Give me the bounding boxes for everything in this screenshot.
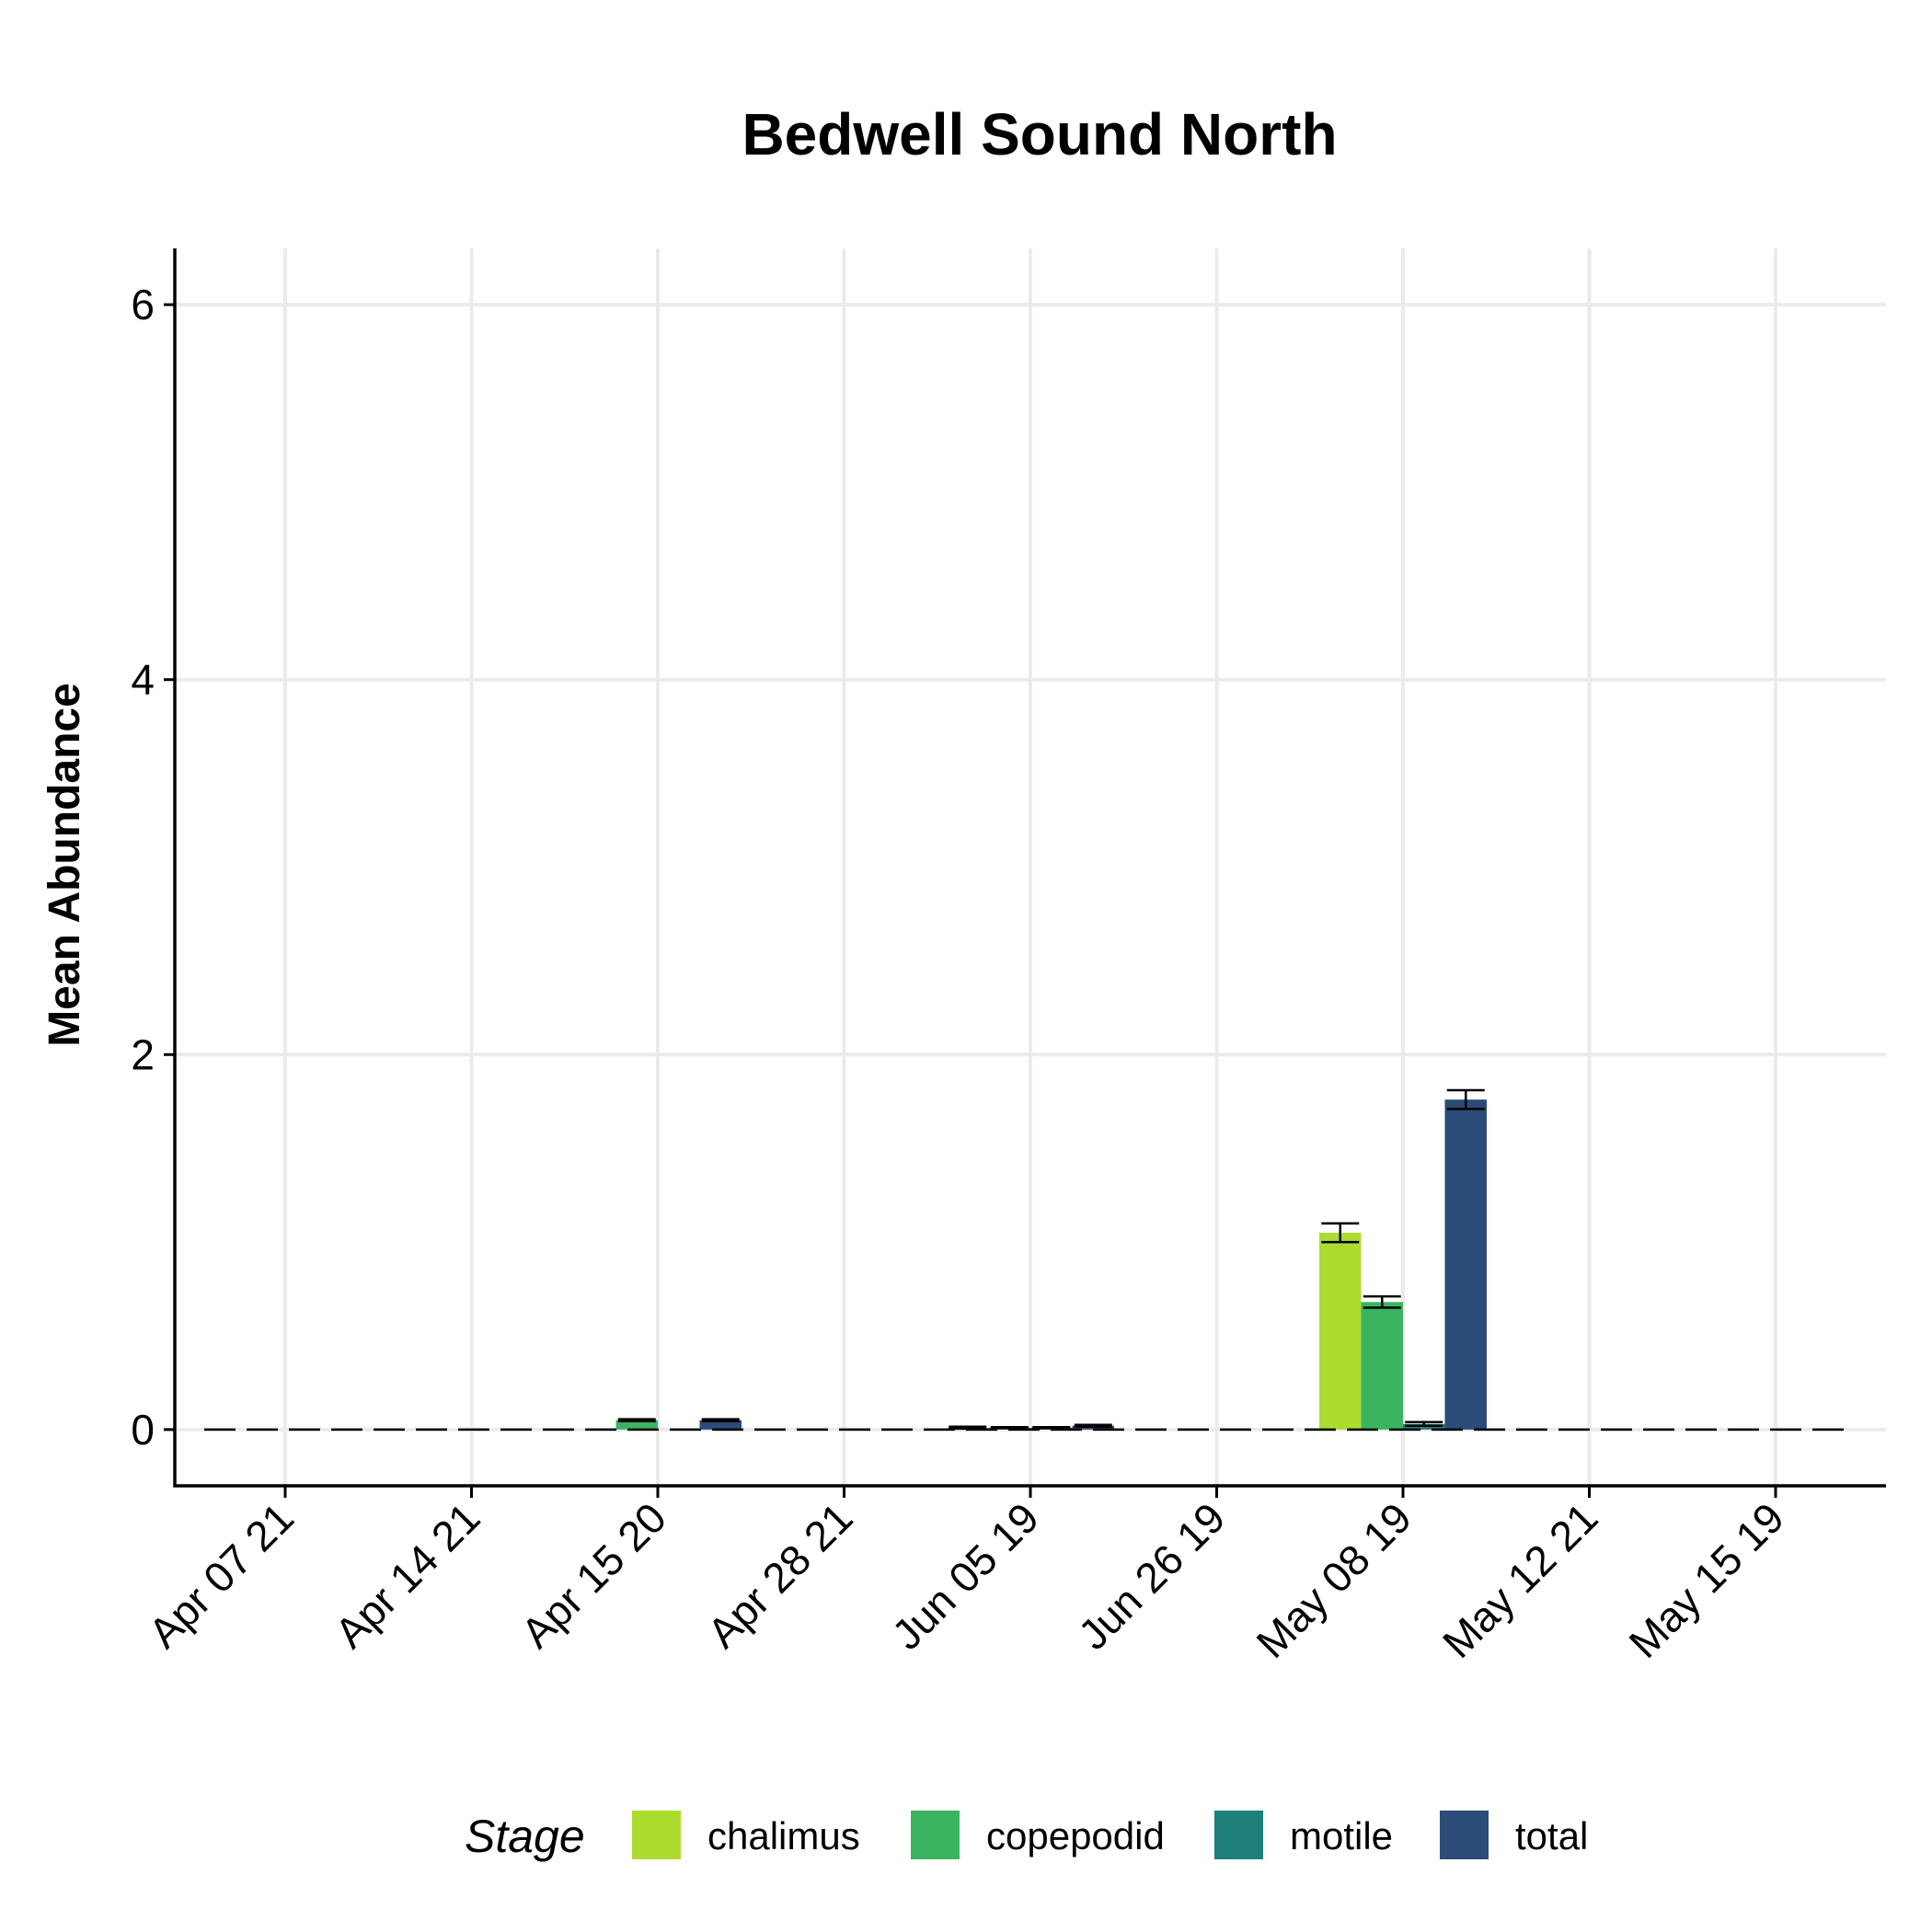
legend-label-total: total <box>1515 1814 1588 1857</box>
legend-key-chalimus <box>632 1811 681 1859</box>
bar-copepodid <box>1361 1302 1403 1430</box>
y-tick-label: 6 <box>131 281 155 328</box>
legend-label-motile: motile <box>1290 1814 1393 1857</box>
bar-total <box>699 1420 742 1430</box>
x-tick-label: May 12 21 <box>1433 1493 1607 1667</box>
legend-label-copepodid: copepodid <box>986 1814 1165 1857</box>
x-tick-label: May 15 19 <box>1619 1493 1793 1667</box>
legend: Stage chalimus copepodid motile total <box>465 1811 1588 1862</box>
bars <box>615 1099 1487 1430</box>
y-axis-label: Mean Abundance <box>40 683 89 1047</box>
x-tick-label: Jun 05 19 <box>882 1493 1048 1659</box>
chart-title: Bedwell Sound North <box>742 101 1337 167</box>
x-tick-label: May 08 19 <box>1247 1493 1420 1667</box>
x-tick-label: Apr 07 21 <box>139 1493 303 1657</box>
y-tick-label: 0 <box>131 1406 155 1454</box>
legend-key-total <box>1440 1811 1489 1859</box>
bar-total <box>1444 1099 1487 1430</box>
grid <box>175 248 1886 1486</box>
y-tick-label: 2 <box>131 1030 155 1078</box>
x-tick-label: Jun 26 19 <box>1069 1493 1235 1659</box>
bar-copepodid <box>615 1420 658 1430</box>
x-tick-label: Apr 15 20 <box>512 1493 675 1657</box>
legend-key-copepodid <box>911 1811 960 1859</box>
y-tick-label: 4 <box>131 656 155 704</box>
axes: 0 2 4 6 Apr 07 21 Apr 14 21 Apr 15 20 Apr 28 21… <box>131 248 1886 1667</box>
legend-label-chalimus: chalimus <box>707 1814 860 1857</box>
x-tick-label: Apr 28 21 <box>698 1493 862 1657</box>
error-bars <box>617 1088 1485 1431</box>
bar-chalimus <box>1319 1232 1362 1430</box>
legend-title: Stage <box>465 1811 585 1862</box>
legend-key-motile <box>1214 1811 1263 1859</box>
x-tick-label: Apr 14 21 <box>326 1493 489 1657</box>
